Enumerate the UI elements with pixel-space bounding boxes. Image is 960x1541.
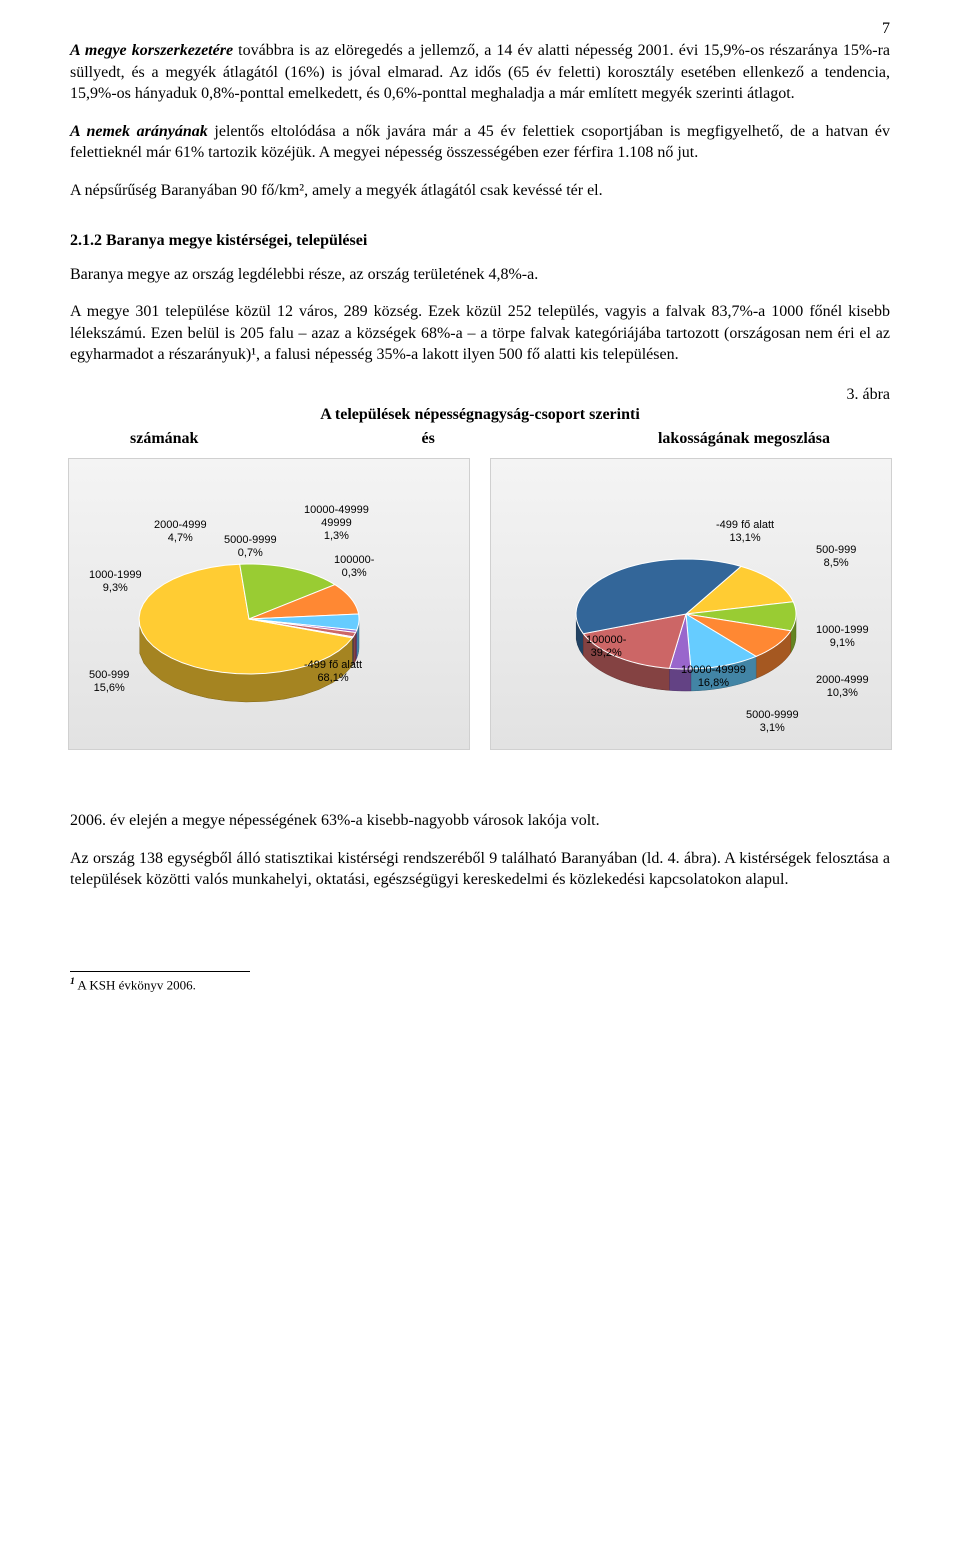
paragraph-2: A nemek arányának jelentős eltolódása a … <box>70 121 890 164</box>
paragraph-3: A népsűrűség Baranyában 90 fő/km², amely… <box>70 180 890 202</box>
chart-subtitle-row: számának és lakosságának megoszlása <box>70 430 890 448</box>
pie-left-svg <box>69 459 469 749</box>
pie-right-label-2000-4999: 2000-499910,3% <box>816 674 869 700</box>
paragraph-5: A megye 301 települése közül 12 város, 2… <box>70 301 890 366</box>
footnote: 1 A KSH évkönyv 2006. <box>70 976 890 993</box>
pie-left-label-100000: 100000-0,3% <box>334 554 374 580</box>
footnote-rule <box>70 971 250 972</box>
pie-right-label-1000-1999: 1000-19999,1% <box>816 624 869 650</box>
pie-left-label-5000-9999: 5000-99990,7% <box>224 534 277 560</box>
document-page: 7 A megye korszerkezetére továbbra is az… <box>0 0 960 1033</box>
paragraph-4: Baranya megye az ország legdélebbi része… <box>70 264 890 286</box>
pie-right-label-499: -499 fő alatt13,1% <box>716 519 774 545</box>
chart-title: A települések népességnagyság-csoport sz… <box>70 406 890 424</box>
charts-row: 1000-19999,3% 2000-49994,7% 5000-99990,7… <box>70 458 890 750</box>
para1-lead: A megye korszerkezetére <box>70 42 233 59</box>
subtitle-mid: és <box>422 430 435 448</box>
pie-right-label-10000-49999: 10000-4999916,8% <box>681 664 746 690</box>
pie-right-svg <box>491 459 891 749</box>
paragraph-1: A megye korszerkezetére továbbra is az e… <box>70 40 890 105</box>
pie-right-label-5000-9999: 5000-99993,1% <box>746 709 799 735</box>
pie-left-label-10000-49999: 10000-49999499991,3% <box>304 504 369 544</box>
pie-right-label-100000: 100000-39,2% <box>586 634 626 660</box>
para2-lead: A nemek arányának <box>70 123 208 140</box>
page-number: 7 <box>882 20 890 38</box>
footnote-text: A KSH évkönyv 2006. <box>75 977 196 992</box>
paragraph-7: Az ország 138 egységből álló statisztika… <box>70 848 890 891</box>
pie-left-label-500-999: 500-99915,6% <box>89 669 129 695</box>
pie-chart-right: -499 fő alatt13,1% 500-9998,5% 1000-1999… <box>490 458 892 750</box>
pie-chart-left: 1000-19999,3% 2000-49994,7% 5000-99990,7… <box>68 458 470 750</box>
figure-label: 3. ábra <box>70 386 890 404</box>
pie-left-label-499: -499 fő alatt68,1% <box>304 659 362 685</box>
pie-left-label-2000-4999: 2000-49994,7% <box>154 519 207 545</box>
paragraph-6: 2006. év elején a megye népességének 63%… <box>70 810 890 832</box>
subtitle-right: lakosságának megoszlása <box>658 430 830 448</box>
subtitle-left: számának <box>130 430 198 448</box>
pie-right-label-500-999: 500-9998,5% <box>816 544 856 570</box>
section-heading: 2.1.2 Baranya megye kistérségei, települ… <box>70 232 890 250</box>
pie-left-label-1000-1999: 1000-19999,3% <box>89 569 142 595</box>
